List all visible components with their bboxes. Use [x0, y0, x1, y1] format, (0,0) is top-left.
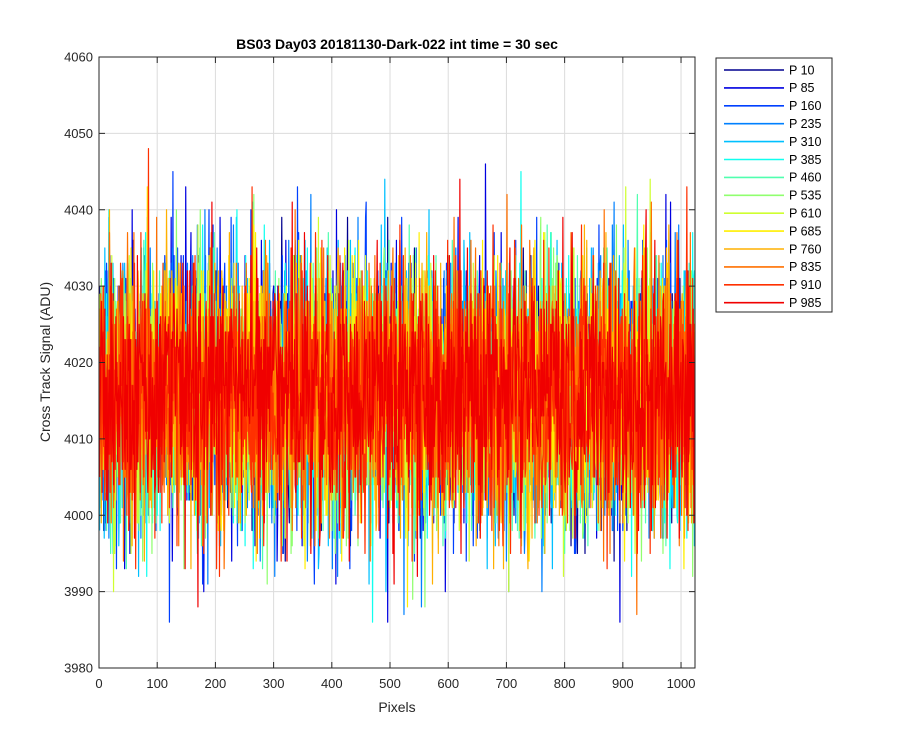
y-tick-label: 4020 [64, 355, 93, 370]
legend-label: P 610 [789, 207, 821, 221]
y-tick-label: 3980 [64, 661, 93, 676]
x-tick-label: 200 [205, 676, 227, 691]
y-tick-label: 4030 [64, 279, 93, 294]
legend-label: P 835 [789, 260, 821, 274]
x-tick-label: 700 [496, 676, 518, 691]
x-tick-label: 0 [95, 676, 102, 691]
x-tick-label: 500 [379, 676, 401, 691]
legend-label: P 85 [789, 81, 815, 95]
legend-label: P 985 [789, 296, 821, 310]
legend-label: P 910 [789, 278, 821, 292]
x-tick-label: 300 [263, 676, 285, 691]
legend-box [715, 57, 833, 313]
series-line [99, 178, 695, 608]
chart-title: BS03 Day03 20181130-Dark-022 int time = … [236, 36, 558, 52]
x-tick-label: 600 [437, 676, 459, 691]
x-axis-ticks: 0 100 200 300 400 500 600 700 800 900 1000 [95, 57, 695, 691]
x-axis-label: Pixels [378, 699, 415, 715]
legend-label: P 310 [789, 135, 821, 149]
legend-label: P 760 [789, 242, 821, 256]
legend-label: P 385 [789, 153, 821, 167]
y-tick-label: 4060 [64, 50, 93, 65]
legend-label: P 10 [789, 63, 815, 77]
y-tick-label: 4050 [64, 126, 93, 141]
y-tick-label: 4000 [64, 508, 93, 523]
x-tick-label: 800 [554, 676, 576, 691]
legend: P 10 P 85 P 160 P 235 P 310 P 385 P 460 P 535 P … [715, 57, 833, 313]
y-axis-label: Cross Track Signal (ADU) [37, 282, 53, 442]
x-tick-label: 900 [612, 676, 634, 691]
y-axis-ticks: 3980 3990 4000 4010 4020 4030 4040 4050 4060 [64, 50, 695, 676]
x-tick-label: 400 [321, 676, 343, 691]
legend-label: P 685 [789, 224, 821, 238]
legend-label: P 460 [789, 171, 821, 185]
y-tick-label: 3990 [64, 584, 93, 599]
legend-label: P 535 [789, 189, 821, 203]
series-lines [99, 148, 695, 623]
legend-label: P 235 [789, 117, 821, 131]
x-tick-label: 1000 [667, 676, 696, 691]
x-tick-label: 100 [146, 676, 168, 691]
legend-label: P 160 [789, 99, 821, 113]
y-tick-label: 4010 [64, 431, 93, 446]
y-tick-label: 4040 [64, 202, 93, 217]
